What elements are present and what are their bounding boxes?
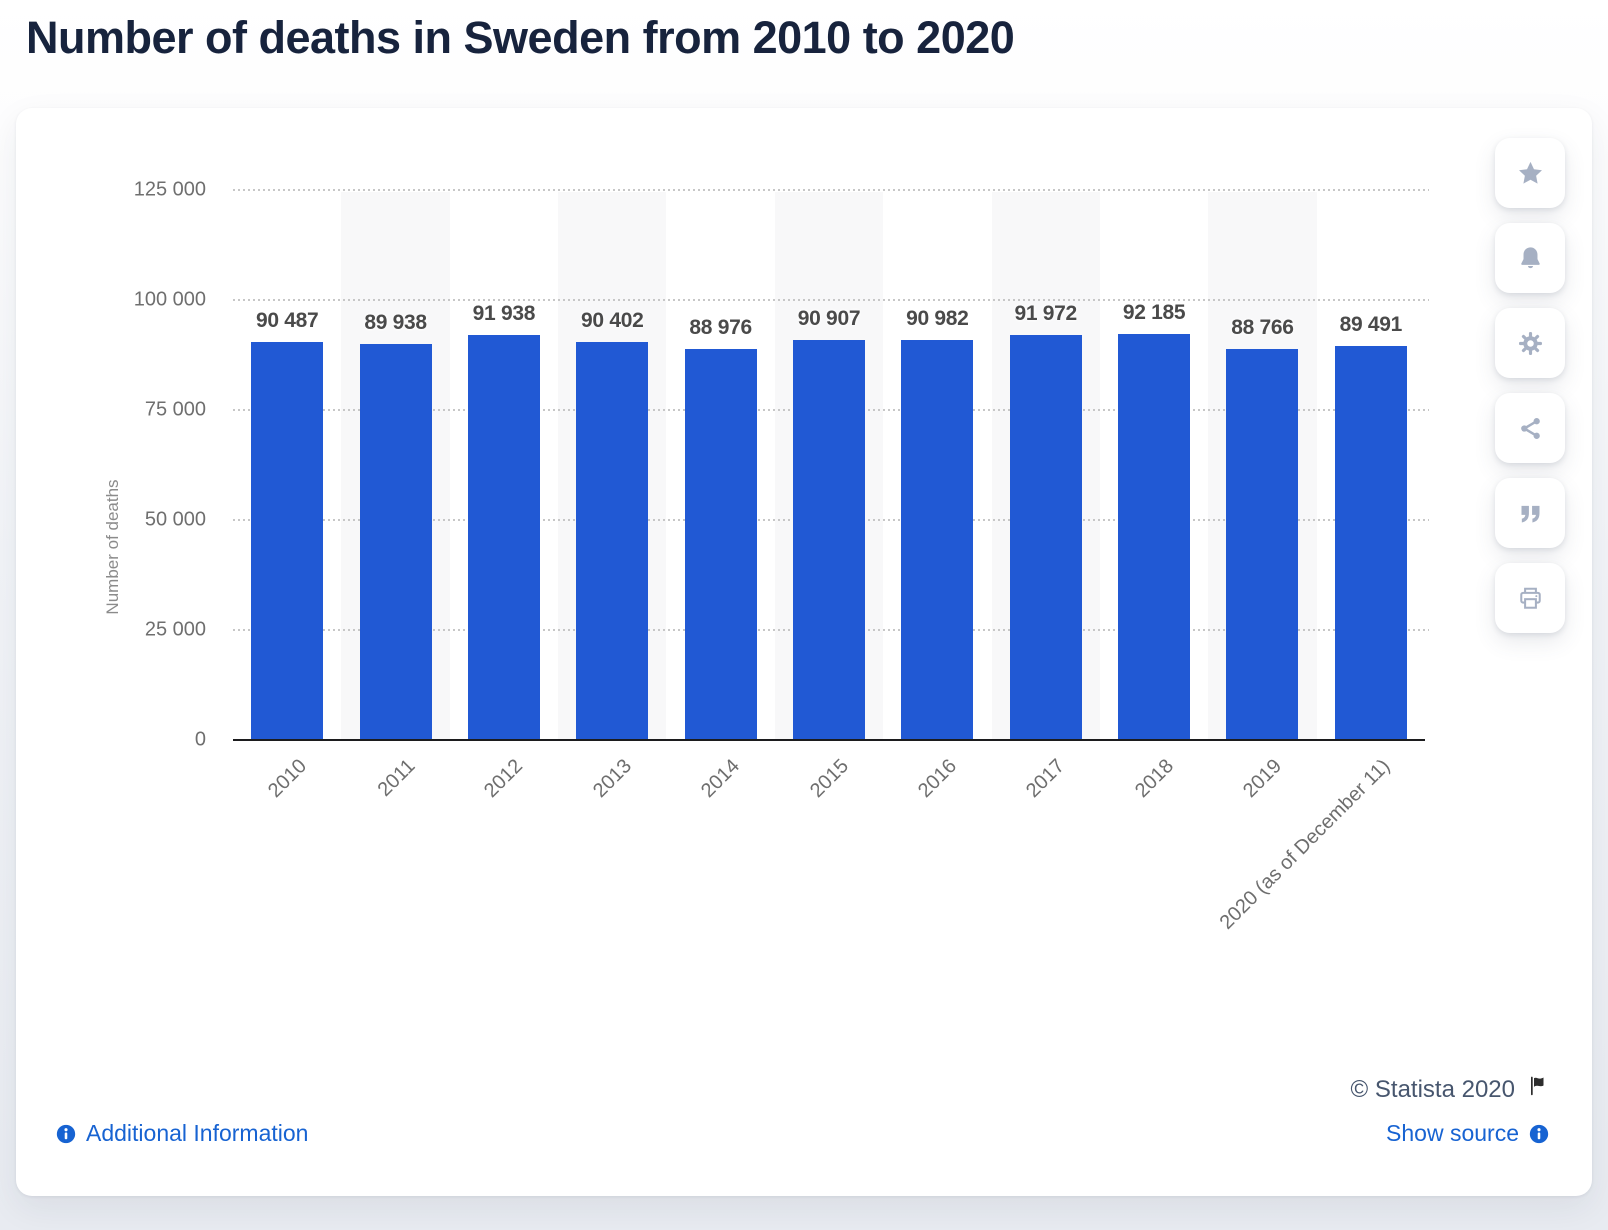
x-tick-label: 2012 bbox=[480, 755, 528, 803]
bar-2019[interactable] bbox=[1226, 349, 1299, 740]
y-tick-label: 25 000 bbox=[144, 618, 206, 641]
bar-value-label: 88 976 bbox=[689, 315, 752, 339]
additional-information-link[interactable]: Additional Information bbox=[55, 1120, 308, 1147]
bar-value-label: 90 982 bbox=[906, 306, 969, 330]
footer-links: Additional Information Show source bbox=[55, 1120, 1550, 1147]
bar-column: 90 982 bbox=[883, 190, 991, 740]
y-tick-label: 75 000 bbox=[144, 398, 206, 421]
quote-icon bbox=[1517, 500, 1544, 527]
x-axis-line bbox=[233, 739, 1425, 741]
bar-value-label: 90 487 bbox=[255, 308, 319, 332]
bar-2020-as-of-december-11[interactable] bbox=[1334, 346, 1407, 740]
x-tick-label: 2016 bbox=[913, 755, 961, 803]
bar-column: 90 487 bbox=[233, 190, 341, 740]
flag-icon bbox=[1526, 1074, 1550, 1105]
gridline bbox=[233, 299, 1429, 301]
x-tick-label: 2014 bbox=[697, 755, 745, 803]
x-tick-label: 2018 bbox=[1130, 755, 1178, 803]
bar-column: 91 938 bbox=[450, 190, 558, 740]
x-tick-label: 2010 bbox=[263, 755, 311, 803]
star-icon bbox=[1517, 160, 1544, 187]
bar-value-label: 91 972 bbox=[1014, 302, 1077, 326]
info-icon bbox=[55, 1123, 77, 1145]
show-source-link[interactable]: Show source bbox=[1386, 1120, 1550, 1147]
x-tick-label: 2013 bbox=[588, 755, 636, 803]
print-button[interactable] bbox=[1495, 563, 1565, 633]
chart-card: Number of deaths 0 25 000 50 000 75 000 100 … bbox=[16, 108, 1592, 1196]
y-tick-label: 100 000 bbox=[133, 288, 206, 311]
settings-button[interactable] bbox=[1495, 308, 1565, 378]
share-icon bbox=[1517, 415, 1544, 442]
x-tick-label: 2015 bbox=[805, 755, 853, 803]
bar-2013[interactable] bbox=[576, 342, 649, 740]
x-tick-label: 2017 bbox=[1022, 755, 1070, 803]
bar-2016[interactable] bbox=[901, 339, 974, 740]
copyright-text: © Statista 2020 bbox=[1350, 1075, 1515, 1103]
y-tick-label: 125 000 bbox=[133, 178, 206, 201]
y-tick-label: 50 000 bbox=[144, 508, 206, 531]
bar-column: 92 185 bbox=[1100, 190, 1208, 740]
bar-column: 91 972 bbox=[992, 190, 1100, 740]
bar-chart-plot-area: 0 25 000 50 000 75 000 100 000 125 000 90 487 8… bbox=[134, 179, 1429, 934]
gear-icon bbox=[1517, 330, 1544, 357]
bar-value-label: 88 766 bbox=[1231, 316, 1294, 340]
bar-column: 90 907 bbox=[775, 190, 883, 740]
share-button[interactable] bbox=[1495, 393, 1565, 463]
bar-value-label: 92 185 bbox=[1122, 301, 1186, 325]
info-icon bbox=[1528, 1123, 1550, 1145]
chart-toolbar bbox=[1495, 138, 1565, 648]
bar-column: 89 938 bbox=[341, 190, 449, 740]
bar-value-label: 89 938 bbox=[364, 311, 427, 335]
bar-2010[interactable] bbox=[251, 341, 324, 740]
bar-column: 89 491 bbox=[1317, 190, 1425, 740]
bell-icon bbox=[1517, 245, 1544, 272]
additional-information-label: Additional Information bbox=[86, 1120, 309, 1146]
alerts-button[interactable] bbox=[1495, 223, 1565, 293]
bar-column: 88 976 bbox=[666, 190, 774, 740]
y-tick-label: 0 bbox=[194, 728, 206, 751]
copyright: © Statista 2020 bbox=[1351, 1074, 1550, 1105]
bar-2011[interactable] bbox=[359, 344, 432, 740]
bar-2018[interactable] bbox=[1118, 334, 1191, 740]
favorite-button[interactable] bbox=[1495, 138, 1565, 208]
bar-2015[interactable] bbox=[792, 340, 865, 740]
page-title: Number of deaths in Sweden from 2010 to … bbox=[26, 12, 1015, 63]
bar-2017[interactable] bbox=[1009, 335, 1082, 740]
bar-column: 88 766 bbox=[1208, 190, 1316, 740]
bar-2012[interactable] bbox=[467, 335, 540, 740]
bar-value-label: 89 491 bbox=[1339, 313, 1403, 337]
bar-2014[interactable] bbox=[684, 348, 757, 740]
bar-value-label: 91 938 bbox=[472, 302, 536, 326]
x-tick-label: 2011 bbox=[373, 755, 420, 801]
cite-button[interactable] bbox=[1495, 478, 1565, 548]
bar-value-label: 90 402 bbox=[581, 309, 644, 333]
y-axis-title: Number of deaths bbox=[103, 479, 122, 615]
x-tick-label: 2019 bbox=[1238, 755, 1287, 803]
bar-column: 90 402 bbox=[558, 190, 666, 740]
bar-value-label: 90 907 bbox=[797, 307, 861, 331]
show-source-label: Show source bbox=[1386, 1120, 1519, 1146]
gridline bbox=[233, 189, 1429, 191]
print-icon bbox=[1517, 585, 1544, 612]
